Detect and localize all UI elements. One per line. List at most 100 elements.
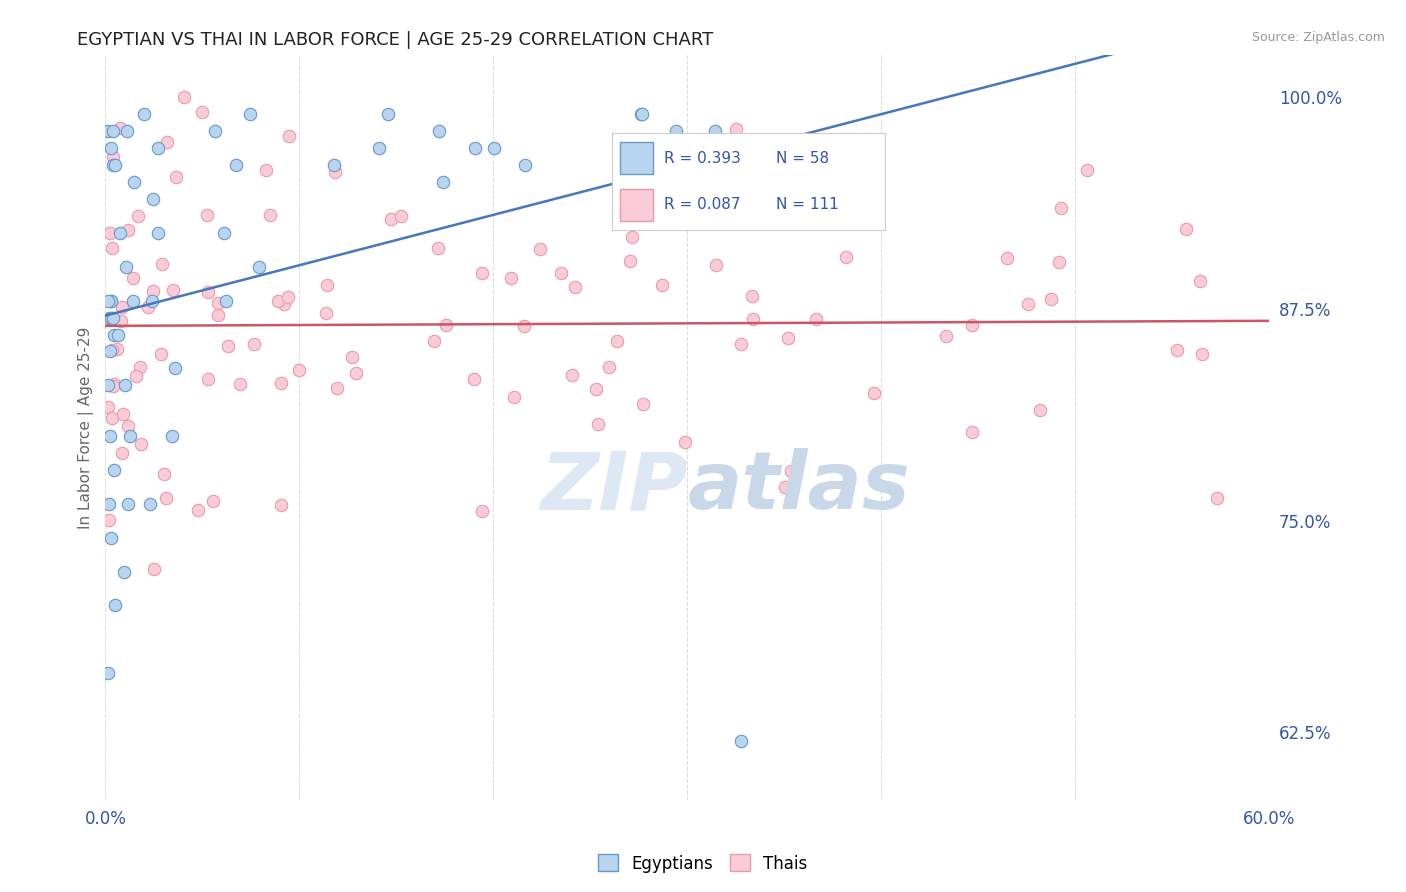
Point [197, 371, 219, 385]
Point [207, 296, 229, 310]
Point [619, 253, 641, 268]
Point [377, 107, 399, 121]
Point [111, 300, 134, 314]
Point [142, 285, 165, 299]
Point [115, 124, 138, 138]
Point [606, 334, 628, 348]
Point [323, 164, 346, 178]
Point [427, 124, 450, 138]
Point [239, 107, 262, 121]
Point [960, 425, 983, 439]
Point [529, 242, 551, 256]
Point [673, 434, 696, 449]
Point [730, 734, 752, 748]
Point [627, 141, 650, 155]
Point [97, 378, 120, 392]
Point [742, 312, 765, 326]
Point [703, 124, 725, 138]
Point [136, 300, 159, 314]
Point [1050, 201, 1073, 215]
Point [107, 327, 129, 342]
Point [197, 285, 219, 299]
Point [778, 331, 800, 345]
Point [586, 417, 609, 431]
Point [112, 407, 135, 421]
Text: atlas: atlas [688, 449, 910, 526]
Point [463, 372, 485, 386]
Point [162, 283, 184, 297]
Point [100, 226, 122, 240]
Point [561, 368, 583, 382]
Point [1040, 292, 1063, 306]
Point [742, 207, 765, 221]
Point [935, 329, 957, 343]
Point [270, 376, 292, 390]
Point [101, 379, 124, 393]
Point [835, 250, 858, 264]
Point [153, 467, 176, 481]
Point [148, 141, 170, 155]
Point [165, 361, 187, 376]
Point [212, 226, 235, 240]
Point [134, 107, 156, 121]
Point [741, 289, 763, 303]
Point [1189, 274, 1212, 288]
Point [630, 107, 652, 121]
Point [101, 343, 124, 358]
Point [503, 390, 526, 404]
Point [100, 531, 122, 545]
Point [389, 209, 412, 223]
Point [127, 209, 149, 223]
Point [995, 251, 1018, 265]
Point [101, 410, 124, 425]
Point [105, 342, 128, 356]
Point [315, 306, 337, 320]
Legend: Egyptians, Thais: Egyptians, Thais [592, 847, 814, 880]
Point [138, 497, 160, 511]
Point [273, 297, 295, 311]
Point [277, 128, 299, 143]
Point [111, 445, 134, 459]
Point [482, 141, 505, 155]
Point [97, 293, 120, 308]
Point [631, 397, 654, 411]
Point [101, 158, 124, 172]
Point [326, 381, 349, 395]
Point [432, 175, 454, 189]
Point [103, 463, 125, 477]
Point [1206, 491, 1229, 505]
Point [340, 350, 363, 364]
Point [380, 212, 402, 227]
Point [121, 293, 143, 308]
Point [114, 260, 136, 274]
Point [125, 368, 148, 383]
Text: ZIP: ZIP [540, 449, 688, 526]
Point [100, 310, 122, 325]
Point [806, 311, 828, 326]
Point [323, 158, 346, 172]
Point [1174, 221, 1197, 235]
Point [122, 271, 145, 285]
Point [651, 277, 673, 292]
Point [207, 308, 229, 322]
Point [434, 318, 457, 333]
Text: Source: ZipAtlas.com: Source: ZipAtlas.com [1251, 31, 1385, 45]
Point [730, 337, 752, 351]
Point [160, 429, 183, 443]
Point [243, 337, 266, 351]
Point [122, 175, 145, 189]
Point [129, 437, 152, 451]
Point [773, 480, 796, 494]
Point [98, 497, 121, 511]
Point [108, 226, 131, 240]
Point [100, 293, 122, 308]
Point [155, 136, 177, 150]
Point [960, 318, 983, 333]
Point [665, 124, 688, 138]
Point [585, 382, 607, 396]
Point [368, 141, 391, 155]
Point [288, 363, 311, 377]
Point [101, 310, 124, 325]
Point [277, 290, 299, 304]
Point [471, 504, 494, 518]
